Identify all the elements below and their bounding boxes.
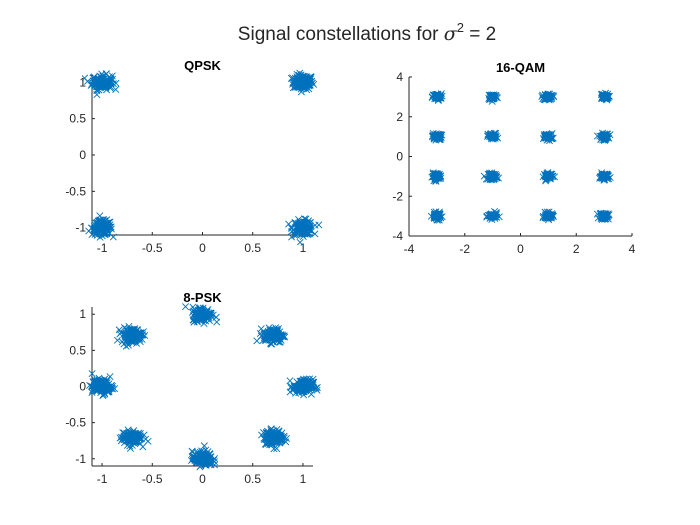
x-tick-label-qpsk: -0.5 xyxy=(142,241,163,255)
constellation-point-qpsk xyxy=(287,69,318,96)
subplot-title-16qam: 16-QAM xyxy=(496,60,545,75)
constellation-point-16qam xyxy=(596,169,614,184)
subplot-title-qpsk: QPSK xyxy=(184,58,221,73)
subplot-qpsk: QPSK -1 -0.5 0 0.5 1 -1 -0.5 0 0.5 1 xyxy=(65,58,323,255)
constellation-point-16qam xyxy=(597,89,613,104)
x-tick-label-8psk: 0 xyxy=(199,472,206,486)
constellation-point-qpsk xyxy=(82,70,120,99)
constellation-point-16qam xyxy=(483,207,503,224)
constellation-point-8psk xyxy=(253,324,289,348)
x-tick-label-8psk: 1 xyxy=(300,472,307,486)
x-tick-label-qpsk: 0 xyxy=(199,241,206,255)
y-tick-label-qpsk: 1 xyxy=(79,75,86,89)
x-tick-label-qpsk: 0.5 xyxy=(244,241,261,255)
x-tick-label-16qam: 0 xyxy=(517,242,524,256)
constellation-point-16qam xyxy=(539,129,557,145)
y-tick-label-8psk: 0.5 xyxy=(69,343,86,357)
constellation-point-8psk xyxy=(286,375,321,399)
y-tick-label-qpsk: -0.5 xyxy=(65,184,86,198)
subplot-title-8psk: 8-PSK xyxy=(183,290,222,305)
constellation-point-16qam xyxy=(539,208,557,224)
points-16qam xyxy=(427,89,614,224)
y-tick-label-16qam: 0 xyxy=(396,150,403,164)
x-tick-label-8psk: -0.5 xyxy=(142,472,163,486)
figure-title-prefix: Signal constellations for xyxy=(238,24,444,45)
y-tick-label-16qam: 4 xyxy=(396,70,403,84)
constellation-point-8psk xyxy=(116,426,152,452)
figure-title-symbol: σ xyxy=(444,23,458,45)
y-tick-label-8psk: 0 xyxy=(79,380,86,394)
y-tick-label-16qam: -4 xyxy=(392,229,403,243)
constellation-point-8psk xyxy=(187,442,219,471)
constellation-point-16qam xyxy=(485,91,501,105)
y-tick-label-qpsk: -1 xyxy=(75,221,86,235)
constellation-point-qpsk xyxy=(285,215,323,245)
constellation-point-16qam xyxy=(539,169,559,185)
y-tick-label-8psk: -1 xyxy=(75,452,86,466)
constellation-point-8psk xyxy=(181,303,221,327)
constellation-point-8psk xyxy=(113,322,149,350)
y-tick-label-qpsk: 0.5 xyxy=(69,112,86,126)
subplot-16qam: 16-QAM -4 -2 0 2 4 -4 -2 0 2 4 xyxy=(392,60,635,256)
constellation-point-8psk xyxy=(258,425,290,453)
y-tick-label-qpsk: 0 xyxy=(79,148,86,162)
constellation-point-8psk xyxy=(86,370,119,400)
subplot-8psk: 8-PSK -1 -0.5 0 0.5 1 -1 -0.5 0 0.5 1 xyxy=(65,290,321,486)
x-tick-label-8psk: -1 xyxy=(97,472,108,486)
constellation-point-qpsk xyxy=(85,212,117,241)
constellation-point-16qam xyxy=(427,208,446,224)
x-tick-label-16qam: -4 xyxy=(404,242,415,256)
y-tick-label-8psk: -0.5 xyxy=(65,416,86,430)
figure-title-suffix: = 2 xyxy=(464,24,496,45)
constellation-point-16qam xyxy=(484,129,502,143)
points-8psk xyxy=(86,303,321,471)
figure-title-exponent: 2 xyxy=(457,20,464,35)
y-tick-label-16qam: -2 xyxy=(392,189,403,203)
constellation-point-16qam xyxy=(480,169,502,184)
x-tick-label-qpsk: 1 xyxy=(300,241,307,255)
constellation-point-16qam xyxy=(593,129,614,144)
y-tick-label-16qam: 2 xyxy=(396,110,403,124)
constellation-point-16qam xyxy=(428,169,445,185)
y-tick-label-8psk: 1 xyxy=(79,307,86,321)
figure-title: Signal constellations for σ2 = 2 xyxy=(238,20,496,45)
x-tick-label-qpsk: -1 xyxy=(97,241,108,255)
x-tick-label-16qam: -2 xyxy=(459,242,470,256)
points-qpsk xyxy=(82,69,323,245)
constellation-point-16qam xyxy=(428,90,446,104)
constellation-point-16qam xyxy=(538,90,558,104)
x-tick-label-8psk: 0.5 xyxy=(244,472,261,486)
constellation-point-16qam xyxy=(593,209,613,223)
subplots: QPSK -1 -0.5 0 0.5 1 -1 -0.5 0 0.5 1 16-QAM -4 -2 0 2 4 -… xyxy=(65,58,635,486)
x-tick-label-16qam: 4 xyxy=(629,242,636,256)
constellation-point-16qam xyxy=(429,130,446,144)
x-tick-label-16qam: 2 xyxy=(573,242,580,256)
